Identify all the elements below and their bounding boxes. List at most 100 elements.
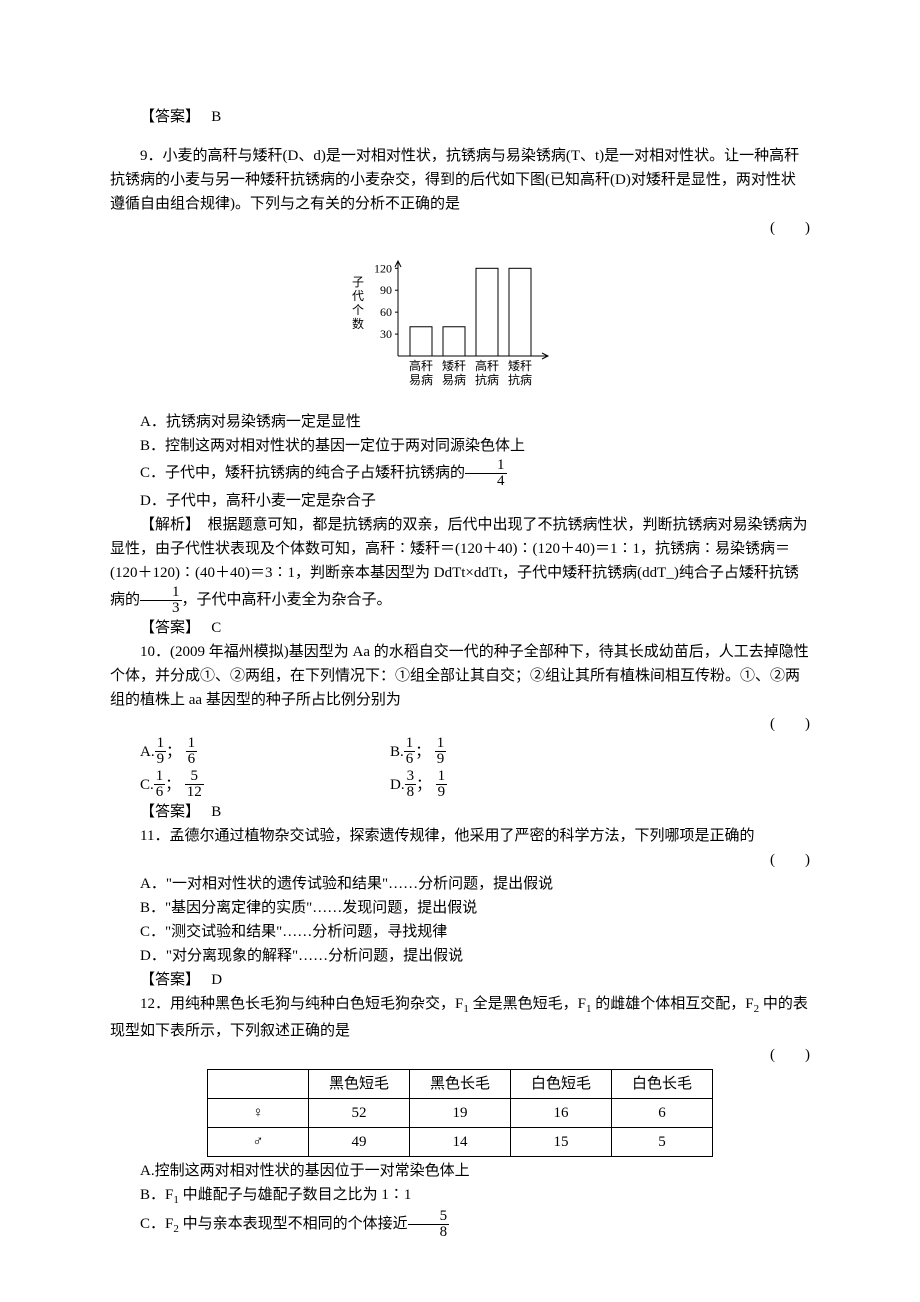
numerator: 1 xyxy=(140,585,182,601)
numerator: 1 xyxy=(186,736,198,752)
answer-value: D xyxy=(211,972,222,988)
svg-text:子: 子 xyxy=(352,275,364,289)
answer-value: B xyxy=(211,109,221,125)
svg-text:易病: 易病 xyxy=(409,372,433,387)
option-d: D．"对分离现象的解释"……分析问题，提出假说 xyxy=(110,944,810,968)
fraction: 16 xyxy=(186,736,198,767)
question-11-stem: 11．孟德尔通过植物杂交试验，探索遗传规律，他采用了严密的科学方法，下列哪项是正… xyxy=(110,824,810,848)
denominator: 3 xyxy=(140,601,182,616)
option-a: A.控制这两对相对性状的基因位于一对常染色体上 xyxy=(110,1159,810,1183)
denominator: 9 xyxy=(435,752,447,767)
fraction: 19 xyxy=(436,769,448,800)
separator: ； xyxy=(415,740,430,764)
separator: ； xyxy=(416,773,431,797)
choice-b: B.16；19 xyxy=(390,736,630,767)
svg-text:代: 代 xyxy=(352,289,364,303)
table-cell: 16 xyxy=(511,1098,612,1127)
option-c-text: C．子代中，矮秆抗锈病的纯合子占矮秆抗锈病的 xyxy=(140,465,465,481)
numerator: 3 xyxy=(405,769,417,785)
svg-text:120: 120 xyxy=(374,261,392,275)
numerator: 1 xyxy=(404,736,416,752)
svg-text:90: 90 xyxy=(380,283,392,297)
question-text-a: 用纯种黑色长毛狗与纯种白色短毛狗杂交，F xyxy=(170,996,463,1012)
table-cell: 6 xyxy=(612,1098,713,1127)
question-number: 11． xyxy=(140,828,169,844)
table-header: 白色短毛 xyxy=(511,1069,612,1098)
denominator: 6 xyxy=(404,752,416,767)
numerator: 1 xyxy=(155,736,167,752)
svg-text:30: 30 xyxy=(380,327,392,341)
answer-11: 【答案】 D xyxy=(110,968,810,992)
choice-prefix: B. xyxy=(390,740,404,764)
table-cell: ♂ xyxy=(208,1127,309,1156)
fraction: 19 xyxy=(435,736,447,767)
question-number: 9． xyxy=(140,148,163,164)
answer-value: B xyxy=(211,804,221,820)
answer-bracket: ( ) xyxy=(770,1043,810,1067)
fraction: 14 xyxy=(465,458,507,489)
option-b: B．控制这两对相对性状的基因一定位于两对同源染色体上 xyxy=(110,434,810,458)
choice-a: A.19；16 xyxy=(140,736,380,767)
separator: ； xyxy=(165,773,180,797)
question-text: (2009 年福州模拟)基因型为 Aa 的水稻自交一代的种子全部种下，待其长成幼… xyxy=(110,644,809,708)
denominator: 4 xyxy=(465,474,507,489)
answer-10: 【答案】 B xyxy=(110,800,810,824)
svg-text:矮秆: 矮秆 xyxy=(508,359,532,373)
option-text: 中与亲本表现型不相同的个体接近 xyxy=(179,1216,408,1232)
svg-text:60: 60 xyxy=(380,305,392,319)
denominator: 9 xyxy=(436,785,448,800)
separator: ； xyxy=(166,740,181,764)
answer-label: 【答案】 xyxy=(140,804,193,820)
svg-text:个: 个 xyxy=(352,303,364,317)
answer-bracket: ( ) xyxy=(770,216,810,240)
table-header: 黑色长毛 xyxy=(410,1069,511,1098)
choice-prefix: D. xyxy=(390,773,405,797)
table-row: ♀5219166 xyxy=(208,1098,713,1127)
denominator: 9 xyxy=(155,752,167,767)
table-cell: 19 xyxy=(410,1098,511,1127)
fraction: 16 xyxy=(154,769,166,800)
explanation-label: 【解析】 xyxy=(140,517,193,533)
question-text: 小麦的高秆与矮秆(D、d)是一对相对性状，抗锈病与易染锈病(T、t)是一对相对性… xyxy=(110,148,799,212)
answer-label: 【答案】 xyxy=(140,620,193,636)
option-c: C．F2 中与亲本表现型不相同的个体接近58 xyxy=(110,1209,810,1240)
option-a: A．抗锈病对易染锈病一定是显性 xyxy=(110,410,810,434)
denominator: 12 xyxy=(185,785,204,800)
answer-8: 【答案】 B xyxy=(110,105,810,129)
bar-chart: 306090120子代个数高秆易病矮秆易病高秆抗病矮秆抗病 xyxy=(110,246,810,404)
numerator: 5 xyxy=(408,1209,450,1225)
option-text: B．F xyxy=(140,1187,173,1203)
option-text: 中雌配子与雄配子数目之比为 1∶1 xyxy=(179,1187,412,1203)
svg-text:易病: 易病 xyxy=(442,372,466,387)
answer-label: 【答案】 xyxy=(140,109,193,125)
fraction: 38 xyxy=(405,769,417,800)
answer-bracket: ( ) xyxy=(770,712,810,736)
question-text-c: 的雌雄个体相互交配，F xyxy=(591,996,753,1012)
svg-text:抗病: 抗病 xyxy=(508,372,532,387)
denominator: 8 xyxy=(408,1225,450,1240)
fraction: 512 xyxy=(185,769,204,800)
option-text: C．F xyxy=(140,1216,173,1232)
svg-text:抗病: 抗病 xyxy=(475,372,499,387)
answer-bracket: ( ) xyxy=(770,848,810,872)
question-10-stem: 10．(2009 年福州模拟)基因型为 Aa 的水稻自交一代的种子全部种下，待其… xyxy=(110,640,810,712)
data-table: 黑色短毛黑色长毛白色短毛白色长毛♀5219166♂4914155 xyxy=(207,1069,713,1157)
table-cell: ♀ xyxy=(208,1098,309,1127)
fraction: 58 xyxy=(408,1209,450,1240)
denominator: 6 xyxy=(154,785,166,800)
option-b: B．F1 中雌配子与雄配子数目之比为 1∶1 xyxy=(110,1183,810,1210)
svg-text:高秆: 高秆 xyxy=(409,358,433,373)
table-cell: 5 xyxy=(612,1127,713,1156)
numerator: 1 xyxy=(435,736,447,752)
numerator: 1 xyxy=(154,769,166,785)
fraction: 13 xyxy=(140,585,182,616)
choices-grid: A.19；16 B.16；19 C.16；512 D.38；19 xyxy=(140,736,810,800)
answer-9: 【答案】 C xyxy=(110,616,810,640)
choice-d: D.38；19 xyxy=(390,769,630,800)
svg-text:矮秆: 矮秆 xyxy=(442,359,466,373)
question-9-stem: 9．小麦的高秆与矮秆(D、d)是一对相对性状，抗锈病与易染锈病(T、t)是一对相… xyxy=(110,144,810,216)
explanation-9: 【解析】 根据题意可知，都是抗锈病的双亲，后代中出现了不抗锈病性状，判断抗锈病对… xyxy=(110,513,810,616)
table-cell: 52 xyxy=(309,1098,410,1127)
fraction: 19 xyxy=(155,736,167,767)
choice-prefix: C. xyxy=(140,773,154,797)
